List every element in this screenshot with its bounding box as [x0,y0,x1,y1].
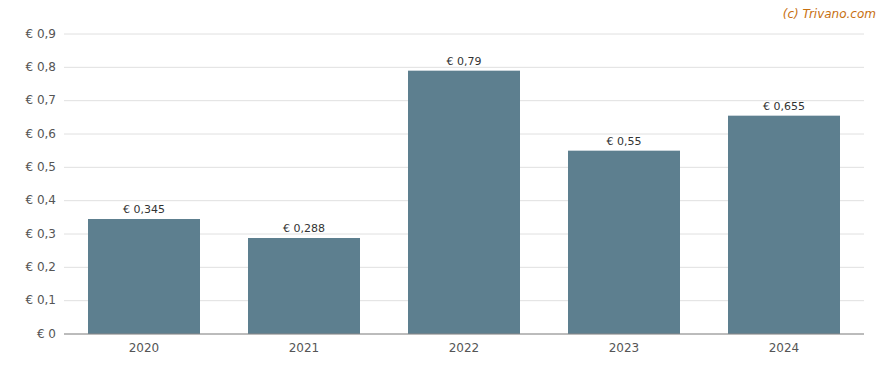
x-axis: 2020 2021 2022 2023 2024 [64,334,864,355]
bar [728,116,840,334]
data-label: € 0,55 [607,135,642,148]
x-tick-label: 2022 [449,341,480,355]
y-tick-label: € 0,4 [25,193,56,207]
bar [88,219,200,334]
x-tick-label: 2021 [289,341,320,355]
y-tick-label: € 0,1 [25,293,56,307]
bar [248,238,360,334]
y-grid [64,34,864,334]
chart-container: € 0 € 0,1 € 0,2 € 0,3 € 0,4 € 0,5 € 0,6 € 0,7 € … [0,0,888,370]
chart-svg: € 0 € 0,1 € 0,2 € 0,3 € 0,4 € 0,5 € 0,6 € 0,7 € … [0,0,888,370]
watermark: (c) Trivano.com [783,7,876,21]
grid-line [64,334,864,335]
y-tick-label: € 0,5 [25,160,56,174]
data-labels: € 0,345 € 0,288 € 0,79 € 0,55 € 0,655 [123,55,805,235]
y-tick-label: € 0,6 [25,127,56,141]
data-label: € 0,345 [123,203,165,216]
y-tick-label: € 0,2 [25,260,56,274]
data-label: € 0,655 [763,100,805,113]
grid-line [64,34,864,35]
x-axis-line [64,334,864,335]
y-tick-label: € 0 [37,327,56,341]
bars [88,71,840,334]
x-tick-label: 2020 [129,341,160,355]
data-label: € 0,288 [283,222,325,235]
x-tick-label: 2024 [769,341,800,355]
bar [408,71,520,334]
data-label: € 0,79 [447,55,482,68]
y-tick-label: € 0,8 [25,60,56,74]
x-tick-label: 2023 [609,341,640,355]
y-axis: € 0 € 0,1 € 0,2 € 0,3 € 0,4 € 0,5 € 0,6 € 0,7 € … [25,27,56,341]
y-tick-label: € 0,3 [25,227,56,241]
bar [568,151,680,334]
y-tick-label: € 0,7 [25,93,56,107]
y-tick-label: € 0,9 [25,27,56,41]
